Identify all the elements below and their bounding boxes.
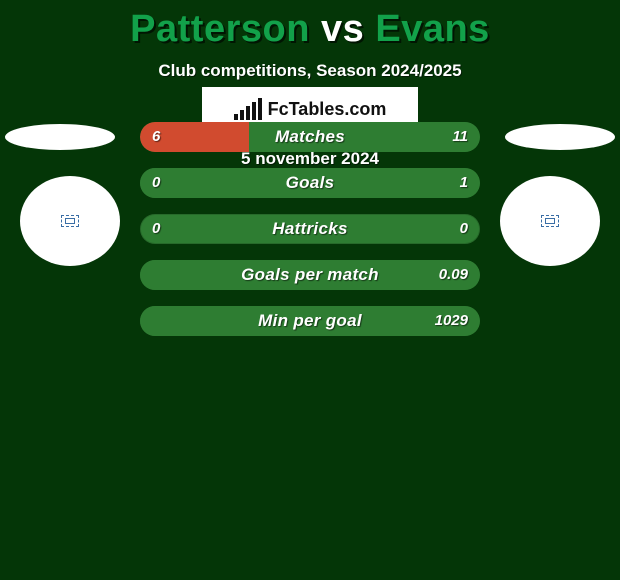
comparison-card: Patterson vs Evans Club competitions, Se…	[0, 0, 620, 580]
logo-bar-segment	[240, 110, 244, 120]
stat-value-left: 6	[152, 122, 160, 152]
club-left-badge-icon	[61, 215, 79, 227]
stat-label: Goals	[140, 168, 480, 198]
club-right-badge-icon	[541, 215, 559, 227]
stat-value-right: 1029	[435, 306, 468, 336]
flag-left-placeholder	[5, 124, 115, 150]
stat-label: Min per goal	[140, 306, 480, 336]
stat-value-right: 11	[452, 122, 468, 152]
page-title: Patterson vs Evans	[0, 0, 620, 51]
stat-value-right: 1	[460, 168, 468, 198]
stat-row: Goals0 1	[140, 168, 480, 198]
stat-row: Matches6 11	[140, 122, 480, 152]
flag-right-placeholder	[505, 124, 615, 150]
logo-bar-segment	[258, 98, 262, 120]
stat-label: Goals per match	[140, 260, 480, 290]
stat-label: Hattricks	[140, 214, 480, 244]
vs-text: vs	[310, 8, 375, 50]
stat-row: Goals per match0.09	[140, 260, 480, 290]
logo-bars-icon	[234, 98, 262, 120]
player-left-name: Patterson	[130, 8, 310, 50]
player-right-name: Evans	[375, 8, 489, 50]
stat-value-right: 0.09	[439, 260, 468, 290]
stat-row: Min per goal1029	[140, 306, 480, 336]
club-left-placeholder	[20, 176, 120, 266]
stat-value-left: 0	[152, 214, 160, 244]
logo-text: FcTables.com	[268, 99, 387, 120]
subtitle: Club competitions, Season 2024/2025	[0, 61, 620, 81]
stat-value-left: 0	[152, 168, 160, 198]
stat-row: Hattricks0 0	[140, 214, 480, 244]
stat-label: Matches	[140, 122, 480, 152]
club-right-placeholder	[500, 176, 600, 266]
logo-bar-segment	[252, 102, 256, 120]
logo-bar-segment	[234, 114, 238, 120]
stat-value-right: 0	[460, 214, 468, 244]
stats-bars: Matches611Goals01Hattricks00Goals per ma…	[140, 122, 480, 352]
logo-bar-segment	[246, 106, 250, 120]
